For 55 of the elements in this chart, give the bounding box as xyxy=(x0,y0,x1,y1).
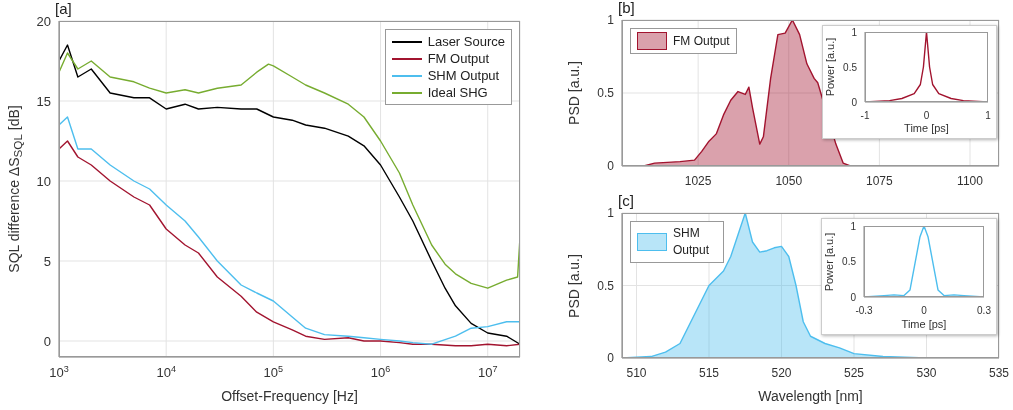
x-tick-label: 1025 xyxy=(684,174,712,188)
y-tick-label: 0 xyxy=(851,96,858,108)
x-axis-title: Offset-Frequency [Hz] xyxy=(220,388,359,404)
x-tick-label: 10$^{3}$ xyxy=(49,364,69,380)
x-tick-label: 1 xyxy=(985,110,992,121)
x-axis-title: Time [ps] xyxy=(900,318,948,330)
x-tick-label: 1100 xyxy=(957,174,984,188)
legend-label: FM Output xyxy=(427,50,490,67)
y-tick-label: 15 xyxy=(36,93,51,109)
y-tick-label: 0 xyxy=(850,291,857,303)
legend-label: SHM Output xyxy=(673,225,711,259)
x-tick-label: 0.3 xyxy=(977,305,992,316)
y-tick-label: 0 xyxy=(607,159,615,174)
x-tick-label: 10$^{5}$ xyxy=(263,364,284,380)
x-tick-label: 510 xyxy=(626,366,647,380)
y-tick-label: 0.5 xyxy=(842,256,857,268)
legend-label: FM Output xyxy=(673,32,730,50)
x-tick-label: 1050 xyxy=(775,174,803,188)
y-tick-label: 1 xyxy=(851,26,858,38)
legend-label: Ideal SHG xyxy=(427,84,488,101)
x-tick-label: 10$^{6}$ xyxy=(370,364,391,380)
x-tick-label: 0 xyxy=(921,305,928,316)
x-axis-title: Time [ps] xyxy=(903,122,950,134)
legend-label: SHM Output xyxy=(427,67,500,84)
x-tick-label: 515 xyxy=(698,366,720,380)
x-tick-label: 10$^{7}$ xyxy=(477,364,498,380)
x-tick-label: 0 xyxy=(923,110,930,121)
legend-label: Laser Source xyxy=(427,33,505,50)
y-axis-title: PSD [a.u.] xyxy=(566,61,582,125)
y-tick-label: 1 xyxy=(607,13,615,28)
chart-title: [b] xyxy=(618,0,635,16)
y-tick-label: 5 xyxy=(43,253,51,269)
y-tick-label: 0.5 xyxy=(843,61,858,73)
y-tick-label: 0.5 xyxy=(597,86,615,101)
chart-title: [a] xyxy=(55,0,72,17)
y-tick-label: 0.5 xyxy=(597,278,615,293)
x-tick-label: 1075 xyxy=(866,174,894,188)
x-tick-label: 10$^{4}$ xyxy=(156,364,176,380)
y-tick-label: 20 xyxy=(36,13,51,29)
y-axis-title: PSD [a.u.] xyxy=(566,253,582,318)
x-tick-label: 525 xyxy=(843,366,865,380)
y-tick-label: 1 xyxy=(850,220,857,232)
x-axis-title: Wavelength [nm] xyxy=(757,388,864,404)
x-tick-label: 520 xyxy=(771,366,792,380)
y-tick-label: 0 xyxy=(607,351,615,366)
y-axis-title: Power [a.u.] xyxy=(823,232,835,291)
x-tick-label: -1 xyxy=(860,110,870,121)
x-tick-label: 535 xyxy=(988,366,1010,380)
x-tick-label: 530 xyxy=(916,366,937,380)
x-tick-label: -0.3 xyxy=(855,305,874,316)
y-tick-label: 0 xyxy=(43,333,51,349)
chart-title: [c] xyxy=(618,192,634,209)
y-tick-label: 1 xyxy=(607,206,615,221)
y-axis-title: Power [a.u.] xyxy=(824,37,836,97)
y-tick-label: 10 xyxy=(36,173,51,189)
